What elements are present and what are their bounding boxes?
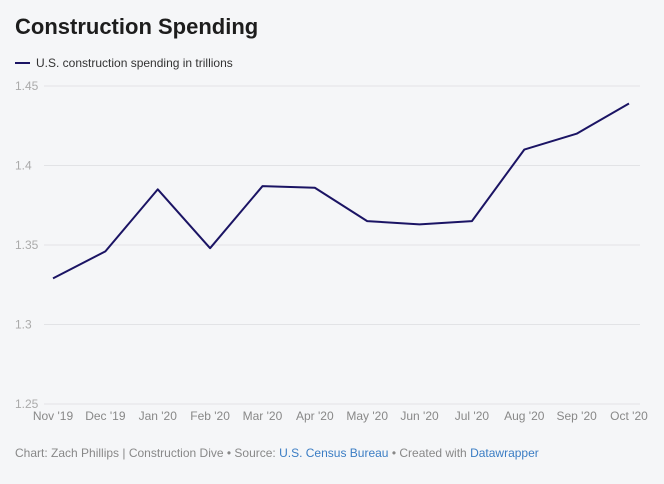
y-tick-label: 1.35 [15,238,39,252]
y-tick-label: 1.3 [15,318,32,332]
y-tick-label: 1.25 [15,397,39,411]
legend: U.S. construction spending in trillions [15,56,233,70]
x-tick-label: May '20 [346,409,388,423]
footer-middle: • Created with [388,446,471,460]
chart-title: Construction Spending [15,14,259,39]
footer-credit: Chart: Zach Phillips | Construction Dive… [15,446,280,460]
x-tick-label: Dec '19 [85,409,126,423]
datawrapper-link[interactable]: Datawrapper [470,446,539,460]
x-tick-label: Oct '20 [610,409,648,423]
y-tick-label: 1.45 [15,79,39,93]
series-line [52,102,630,280]
footer: Chart: Zach Phillips | Construction Dive… [15,446,539,460]
x-tick-label: Mar '20 [243,409,283,423]
legend-label: U.S. construction spending in trillions [36,56,233,70]
x-tick-label: Apr '20 [296,409,334,423]
y-tick-label: 1.4 [15,159,32,173]
legend-swatch [15,62,30,64]
x-tick-label: Jan '20 [139,409,178,423]
x-tick-label: Nov '19 [33,409,74,423]
source-link[interactable]: U.S. Census Bureau [279,446,389,460]
x-tick-label: Jun '20 [400,409,439,423]
x-tick-label: Sep '20 [556,409,597,423]
x-tick-label: Aug '20 [504,409,545,423]
x-tick-label: Feb '20 [190,409,230,423]
x-tick-label: Jul '20 [455,409,490,423]
